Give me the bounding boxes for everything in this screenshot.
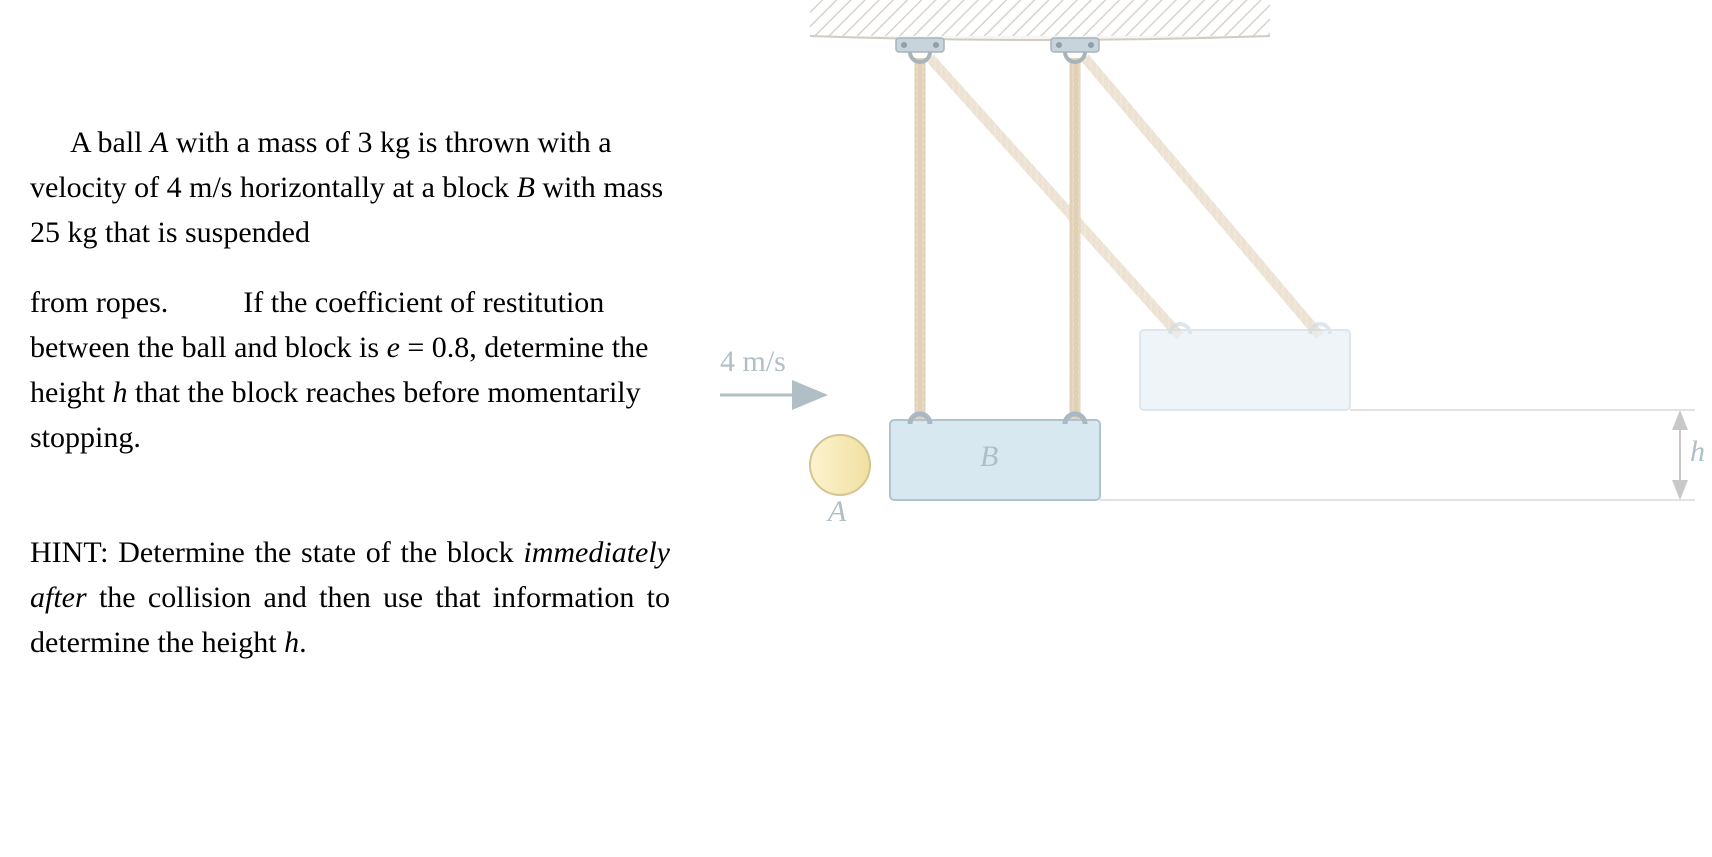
ball-A — [810, 435, 870, 495]
block-B-var: B — [517, 171, 535, 204]
h-var: h — [113, 376, 128, 409]
ghost-ropes — [930, 58, 1320, 336]
text: from ropes. — [30, 286, 168, 319]
ball-A-var: A — [150, 126, 168, 159]
hint-prefix: HINT: — [30, 536, 109, 569]
velocity-label: 4 m/s — [720, 345, 786, 379]
e-var: e — [387, 331, 400, 364]
text: the collision and then use that informat… — [30, 581, 670, 659]
text: Determine the state of the block — [109, 536, 524, 569]
h-var: h — [284, 626, 299, 659]
hint-paragraph: HINT: Determine the state of the block i… — [30, 530, 670, 665]
text: . — [299, 626, 307, 659]
spacer — [168, 286, 243, 319]
physics-diagram: 4 m/s A B h — [680, 0, 1712, 620]
main-ropes — [920, 58, 1075, 424]
height-h-label: h — [1690, 435, 1705, 469]
ball-A-label: A — [828, 495, 846, 529]
h-dimension — [1100, 410, 1695, 500]
paragraph-1: A ball A with a mass of 3 kg is thrown w… — [30, 120, 670, 255]
ghost-block — [1140, 324, 1350, 410]
text: A ball — [70, 126, 150, 159]
ceiling-edge — [810, 36, 1270, 40]
ceiling-hatch — [810, 0, 1270, 36]
problem-text: A ball A with a mass of 3 kg is thrown w… — [30, 120, 670, 665]
paragraph-2: from ropes. If the coefficient of restit… — [30, 280, 670, 460]
block-B-label: B — [980, 440, 998, 474]
